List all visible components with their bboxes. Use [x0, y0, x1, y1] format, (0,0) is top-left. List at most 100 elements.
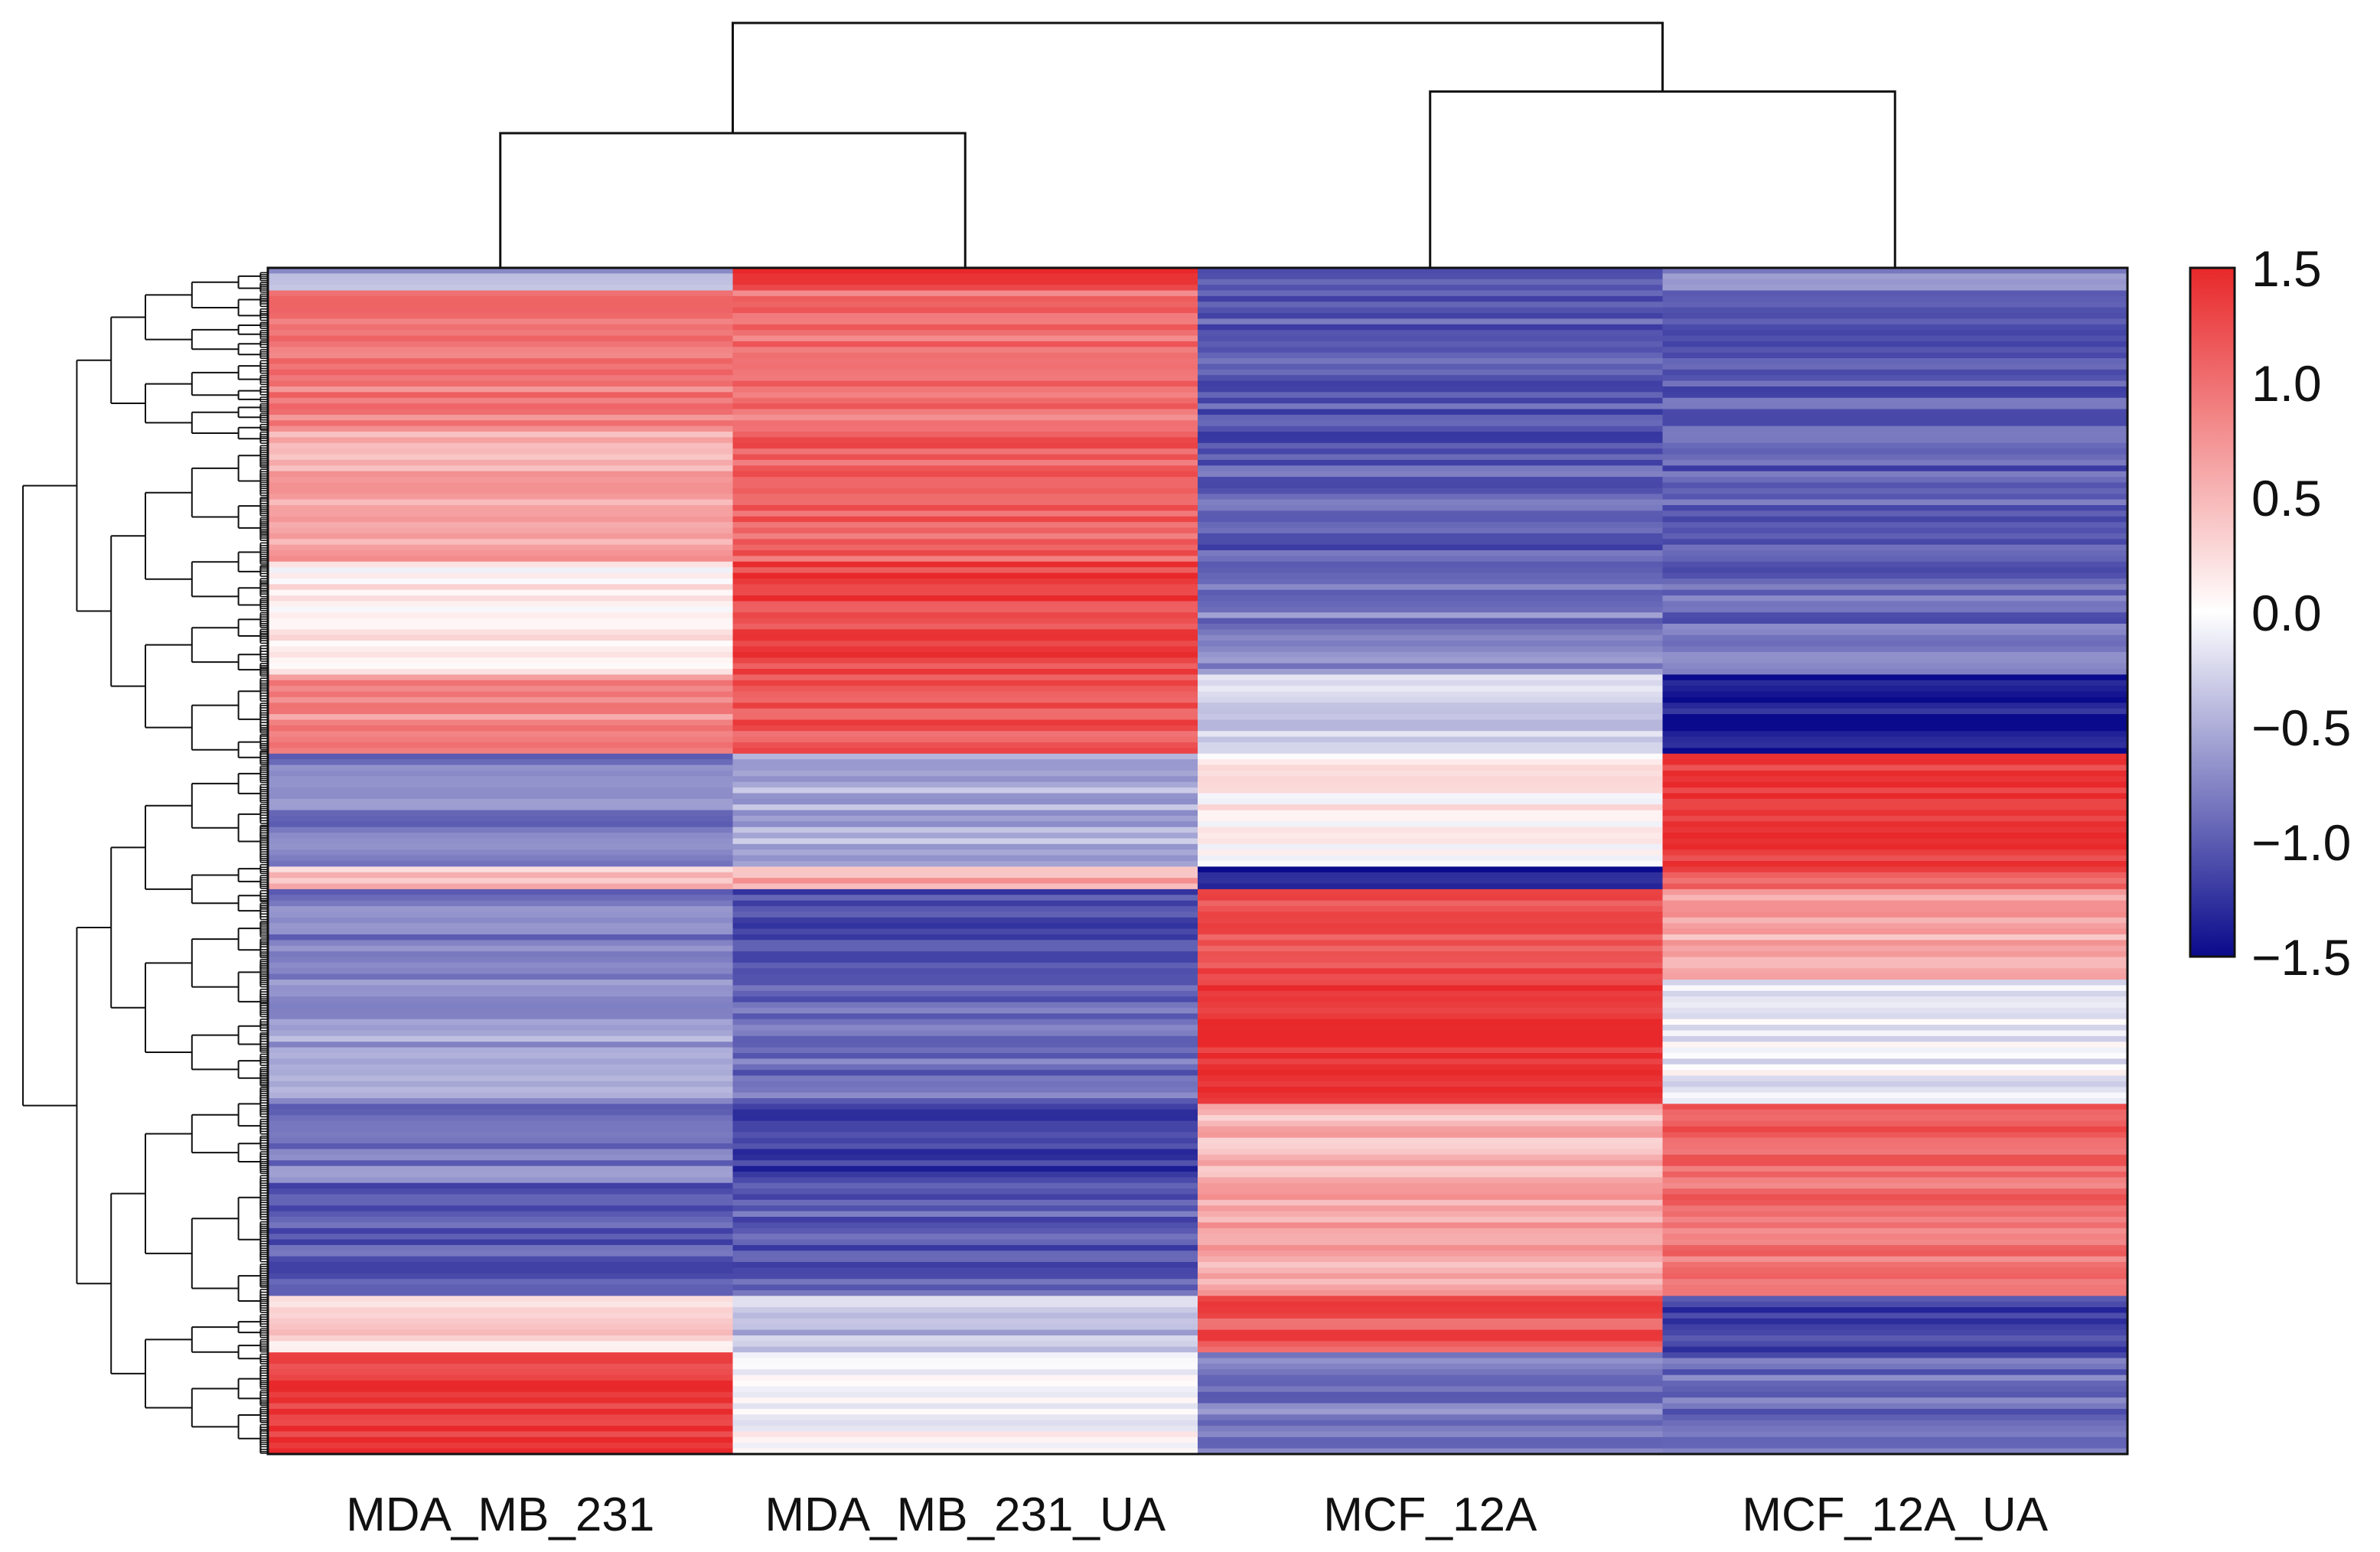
heatmap-cell — [732, 1199, 1198, 1206]
heatmap-cell — [268, 1070, 734, 1077]
heatmap-cell — [732, 1194, 1198, 1201]
heatmap-cell — [1198, 1171, 1664, 1178]
heatmap-cell — [1662, 742, 2128, 748]
heatmap-cell — [732, 487, 1198, 494]
heatmap-cell — [268, 1126, 734, 1133]
heatmap-cell — [732, 595, 1198, 602]
heatmap-cell — [268, 578, 734, 585]
heatmap-cell — [1662, 680, 2128, 686]
heatmap-cell — [268, 776, 734, 783]
heatmap-cell — [268, 302, 734, 308]
heatmap-cell — [1198, 686, 1664, 693]
heatmap-cell — [1662, 1228, 2128, 1234]
heatmap-cell — [1198, 612, 1664, 619]
heatmap-cell — [732, 1358, 1198, 1365]
heatmap-cell — [1198, 1386, 1664, 1393]
heatmap-cell — [1198, 448, 1664, 455]
heatmap-cell — [1198, 888, 1664, 895]
heatmap-cell — [732, 432, 1198, 439]
heatmap-cell — [1198, 1369, 1664, 1376]
heatmap-cell — [1198, 1307, 1664, 1314]
heatmap-cell — [268, 589, 734, 596]
heatmap-cell — [1662, 634, 2128, 641]
heatmap-cell — [732, 781, 1198, 788]
heatmap-cell — [732, 1211, 1198, 1218]
heatmap-cell — [732, 1391, 1198, 1398]
heatmap-cell — [1198, 307, 1664, 314]
heatmap-cell — [268, 759, 734, 766]
heatmap-cell — [1662, 980, 2128, 986]
heatmap-cell — [1198, 409, 1664, 416]
heatmap-cell — [732, 1019, 1198, 1025]
heatmap-cell — [268, 335, 734, 342]
heatmap-cell — [732, 669, 1198, 676]
heatmap-cell — [1198, 386, 1664, 393]
heatmap-cell — [1662, 561, 2128, 568]
heatmap-cell — [732, 810, 1198, 817]
heatmap-cell — [732, 375, 1198, 382]
heatmap-cell — [1662, 629, 2128, 636]
heatmap-cell — [1662, 928, 2128, 935]
heatmap-cell — [268, 1244, 734, 1251]
heatmap-cell — [732, 1403, 1198, 1410]
heatmap-cell — [268, 1217, 734, 1223]
heatmap-cell — [268, 1431, 734, 1438]
heatmap-cell — [1198, 1154, 1664, 1161]
heatmap-cell — [268, 1239, 734, 1246]
heatmap-cell — [1662, 827, 2128, 833]
heatmap-cell — [1662, 364, 2128, 370]
heatmap-cell — [1198, 1262, 1664, 1269]
heatmap-cell — [1198, 827, 1664, 833]
heatmap-cell — [732, 872, 1198, 879]
heatmap-cell — [1198, 878, 1664, 885]
heatmap-cell — [1198, 465, 1664, 472]
heatmap-cell — [1198, 471, 1664, 478]
heatmap-cell — [1662, 996, 2128, 1003]
heatmap-cell — [1198, 550, 1664, 557]
heatmap-cell — [1198, 1381, 1664, 1387]
heatmap-cell — [268, 414, 734, 421]
heatmap-cell — [1198, 1064, 1664, 1071]
heatmap-cell — [268, 295, 734, 302]
heatmap-cell — [268, 442, 734, 449]
heatmap-cell — [1662, 696, 2128, 703]
heatmap-cell — [732, 934, 1198, 941]
heatmap-cell — [268, 838, 734, 845]
heatmap-cell — [1198, 731, 1664, 738]
heatmap-cell — [1198, 487, 1664, 494]
heatmap-cell — [1662, 861, 2128, 867]
heatmap-cell — [268, 1194, 734, 1201]
heatmap-cell — [268, 1426, 734, 1433]
heatmap-cell — [268, 1222, 734, 1229]
heatmap-cell — [1662, 494, 2128, 500]
heatmap-cell — [732, 663, 1198, 670]
heatmap-cell — [1198, 295, 1664, 302]
heatmap-cell — [732, 674, 1198, 681]
heatmap-cell — [732, 1250, 1198, 1257]
heatmap-cell — [732, 567, 1198, 574]
heatmap-cell — [268, 895, 734, 902]
heatmap-cell — [1662, 1318, 2128, 1325]
heatmap-cell — [268, 1052, 734, 1059]
heatmap-cell — [268, 872, 734, 879]
heatmap-cell — [732, 1397, 1198, 1404]
heatmap-cell — [1198, 736, 1664, 743]
heatmap-cell — [1198, 567, 1664, 574]
heatmap-cell — [268, 861, 734, 867]
heatmap-cell — [1662, 765, 2128, 771]
heatmap-cell — [1662, 1092, 2128, 1099]
heatmap-cell — [1662, 917, 2128, 924]
heatmap-cell — [268, 437, 734, 444]
heatmap-cell — [732, 482, 1198, 489]
heatmap-cell — [1198, 669, 1664, 676]
heatmap-cell — [1662, 1256, 2128, 1263]
heatmap-cell — [1662, 601, 2128, 608]
heatmap-cell — [268, 1290, 734, 1296]
heatmap-cell — [732, 866, 1198, 873]
heatmap-cell — [732, 584, 1198, 591]
heatmap-cell — [268, 1166, 734, 1172]
heatmap-cell — [268, 787, 734, 794]
heatmap-cell — [1662, 651, 2128, 658]
heatmap-cell — [1198, 980, 1664, 986]
